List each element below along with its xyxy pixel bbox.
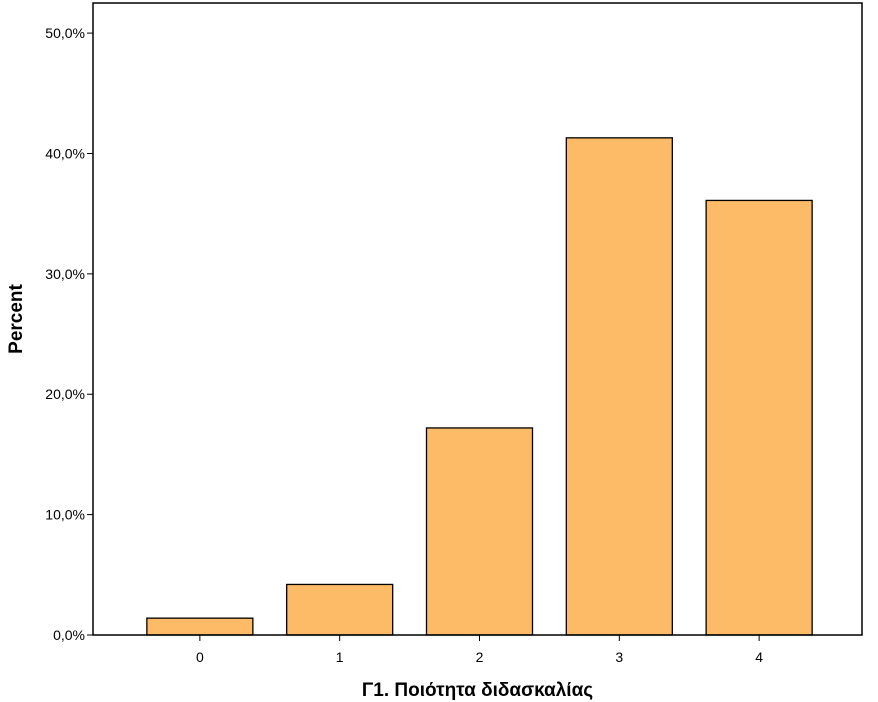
y-axis-ticks: 0,0% 10,0% 20,0% 30,0% 40,0% 50,0% [45,25,93,643]
y-tick-label-3: 30,0% [45,266,85,282]
bar-4 [705,199,813,636]
y-tick-label-5: 50,0% [45,25,85,41]
x-tick-label-1: 1 [336,649,344,665]
x-tick-label-2: 2 [476,649,484,665]
y-tick-label-0: 0,0% [53,627,85,643]
y-tick-label-4: 40,0% [45,145,85,161]
bars-layer [146,137,813,636]
bar-0 [146,617,254,636]
y-tick-label-2: 20,0% [45,386,85,402]
bar-1 [286,583,394,636]
y-tick-label-1: 10,0% [45,507,85,523]
bar-2 [425,427,534,636]
bar-3 [565,137,673,636]
x-axis-title: Γ1. Ποιότητα διδασκαλίας [362,680,593,701]
plot-frame [92,2,863,636]
x-tick-label-0: 0 [196,649,204,665]
x-tick-label-3: 3 [615,649,623,665]
y-axis-title: Percent [6,283,27,353]
x-tick-label-4: 4 [755,649,763,665]
x-axis-ticks: 0 1 2 3 4 [196,635,763,665]
